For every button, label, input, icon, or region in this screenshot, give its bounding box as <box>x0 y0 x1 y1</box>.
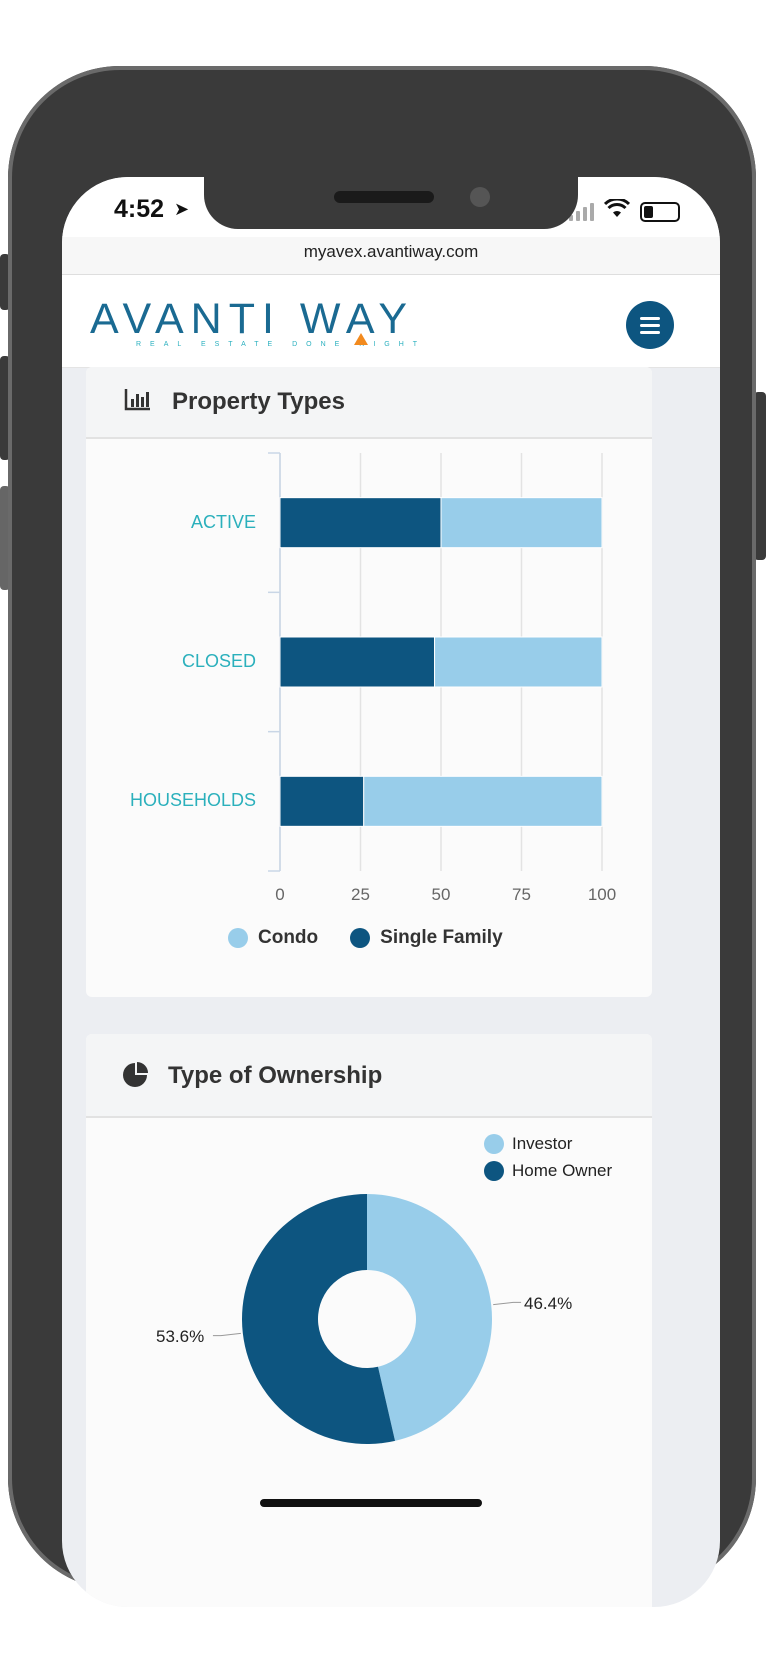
slice-investor <box>367 1194 493 1441</box>
bar-closed-condo <box>434 636 603 688</box>
screen: 4:52 ➤ myavex.avantiway.com AVANTI WAY <box>62 177 720 1607</box>
status-time: 4:52 <box>114 195 165 223</box>
property-types-card-header: Property Types <box>86 367 652 439</box>
bar-active-single-family <box>279 497 442 549</box>
home-indicator[interactable] <box>260 1499 482 1507</box>
battery-icon <box>640 202 680 222</box>
silent-switch <box>0 254 10 310</box>
front-camera <box>470 187 490 207</box>
power-button <box>754 392 766 560</box>
x-tick-75: 75 <box>512 885 531 904</box>
legend-home-owner-label: Home Owner <box>512 1161 613 1180</box>
x-tick-100: 100 <box>587 885 617 904</box>
y-tick-households: HOUSEHOLDS <box>129 790 256 811</box>
phone-frame: 4:52 ➤ myavex.avantiway.com AVANTI WAY <box>8 66 756 1607</box>
legend-investor: Investor <box>484 1134 612 1154</box>
legend-home-owner-swatch <box>484 1161 504 1181</box>
menu-button[interactable] <box>626 301 674 349</box>
cellular-signal-icon <box>569 203 594 221</box>
property-types-chart <box>268 452 603 872</box>
volume-down-button <box>0 486 10 590</box>
bar-households-single-family <box>279 775 365 827</box>
bar-chart-icon <box>124 389 150 411</box>
ownership-card-header: Type of Ownership <box>86 1034 652 1118</box>
legend-single-family-swatch <box>350 928 371 948</box>
x-tick-0: 0 <box>275 885 285 904</box>
legend-condo-swatch <box>228 928 248 948</box>
volume-up-button <box>0 356 10 460</box>
wifi-icon <box>603 197 631 225</box>
avanti-way-logo[interactable]: AVANTI WAY REAL ESTATE DONE RIGHT <box>90 295 417 348</box>
speaker <box>334 191 434 203</box>
legend-investor-label: Investor <box>512 1134 573 1153</box>
leader-line-home-owner <box>212 1332 241 1337</box>
menu-icon-bottom <box>640 330 660 334</box>
site-header: AVANTI WAY REAL ESTATE DONE RIGHT <box>62 275 720 368</box>
legend-single-family-label: Single Family <box>380 927 503 948</box>
logo-tagline: REAL ESTATE DONE RIGHT <box>136 341 427 348</box>
ownership-title: Type of Ownership <box>168 1062 383 1089</box>
property-types-legend: Condo Single Family <box>228 927 503 949</box>
bar-households-condo <box>363 775 603 827</box>
x-tick-25: 25 <box>351 885 370 904</box>
x-tick-50: 50 <box>431 885 451 904</box>
bar-active-condo <box>440 497 603 549</box>
ownership-card: Type of Ownership Investor Home Owner 46… <box>86 1034 652 1607</box>
property-types-card: Property Types 0 25 50 75 100 ACTIVE CLOSED HOU… <box>86 367 652 997</box>
leader-line-investor <box>493 1301 522 1306</box>
y-tick-closed: CLOSED <box>181 651 256 671</box>
pie-chart-icon <box>123 1062 148 1087</box>
ownership-legend: Investor Home Owner <box>484 1134 612 1188</box>
ownership-donut-chart <box>212 1194 522 1444</box>
url-bar[interactable]: myavex.avantiway.com <box>62 237 720 275</box>
property-types-title: Property Types <box>172 388 345 415</box>
slice-home-owner <box>242 1194 396 1444</box>
investor-percent-label: 46.4% <box>524 1294 573 1313</box>
legend-home-owner: Home Owner <box>484 1161 612 1181</box>
home-owner-percent-label: 53.6% <box>156 1327 205 1346</box>
legend-condo-label: Condo <box>258 927 319 948</box>
logo-text: AVANTI WAY <box>90 295 415 343</box>
y-tick-active: ACTIVE <box>190 511 256 532</box>
notch <box>204 177 578 229</box>
menu-icon-middle <box>640 323 660 327</box>
menu-icon <box>640 316 660 320</box>
location-arrow-icon: ➤ <box>174 199 190 219</box>
url-text: myavex.avantiway.com <box>303 242 479 261</box>
bar-closed-single-family <box>279 636 436 688</box>
legend-investor-swatch <box>484 1134 504 1154</box>
status-icons <box>569 197 680 225</box>
logo-triangle-icon <box>354 333 368 345</box>
